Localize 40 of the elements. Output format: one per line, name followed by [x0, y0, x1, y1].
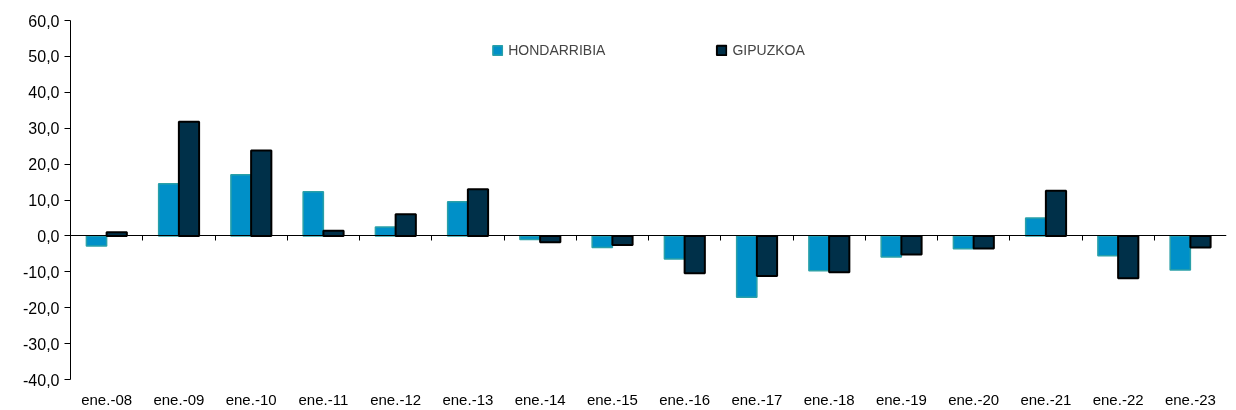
bar — [880, 235, 903, 258]
x-tick-label: ene.-15 — [586, 390, 638, 408]
x-tick-label: ene.-19 — [875, 390, 927, 408]
y-tick-label: 60,0 — [28, 12, 60, 30]
x-tick-label: ene.-17 — [731, 390, 783, 408]
y-tick-label: 10,0 — [28, 192, 60, 209]
x-tick-label: ene.-20 — [948, 390, 1000, 408]
x-tick-label: ene.-11 — [298, 390, 349, 408]
y-tick-label: -10,0 — [23, 263, 60, 281]
bar — [735, 235, 758, 299]
y-tick-label: -30,0 — [23, 335, 60, 353]
x-tick-label: ene.-22 — [1092, 390, 1144, 408]
x-tick-label: ene.-16 — [659, 390, 711, 408]
y-tick-label: 40,0 — [28, 84, 60, 102]
y-tick-label: 30,0 — [28, 120, 60, 138]
x-tick-label: ene.-18 — [803, 390, 855, 408]
legend-label: GIPUZKOA — [732, 42, 805, 58]
bar — [1024, 217, 1047, 237]
bar — [952, 235, 975, 250]
bar — [230, 174, 252, 237]
x-tick-label: ene.-21 — [1020, 390, 1072, 408]
x-tick-label: ene.-12 — [370, 390, 422, 408]
x-tick-label: ene.-13 — [442, 390, 494, 408]
y-tick-label: -20,0 — [23, 299, 60, 317]
y-tick-label: 50,0 — [28, 48, 60, 66]
bar — [85, 235, 108, 247]
bar — [1169, 235, 1192, 271]
bar — [157, 183, 180, 237]
x-tick-label: ene.-09 — [153, 390, 205, 408]
x-tick-label: ene.-23 — [1164, 390, 1216, 408]
x-tick-label: ene.-08 — [81, 390, 133, 408]
bar — [446, 201, 469, 237]
x-tick-label: ene.-14 — [514, 390, 566, 408]
bar — [663, 235, 686, 260]
legend-label: HONDARRIBIA — [508, 42, 606, 58]
y-tick-label: -40,0 — [23, 371, 60, 389]
bar — [302, 190, 325, 237]
y-tick-label: 0,0 — [37, 227, 60, 245]
y-tick-label: 20,0 — [28, 156, 60, 174]
x-tick-label: ene.-10 — [225, 390, 277, 408]
